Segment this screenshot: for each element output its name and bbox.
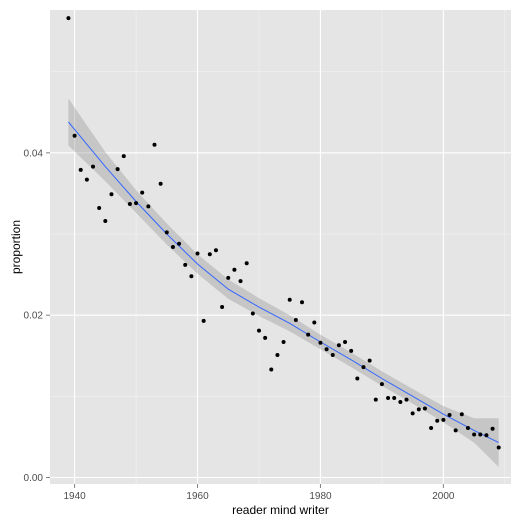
data-point (484, 433, 489, 438)
data-point (306, 332, 311, 337)
data-point (367, 358, 372, 363)
data-point (429, 425, 434, 430)
data-point (435, 418, 440, 423)
x-tick-label: 1960 (186, 491, 209, 502)
data-point (496, 445, 501, 450)
data-point (84, 177, 89, 182)
data-point (263, 335, 268, 340)
data-point (312, 320, 317, 325)
data-point (373, 397, 378, 402)
data-point (121, 154, 126, 159)
data-point (447, 413, 452, 418)
data-point (189, 274, 194, 279)
data-point (392, 395, 397, 400)
data-point (146, 204, 151, 209)
data-point (398, 400, 403, 405)
plot-panel (50, 10, 511, 484)
data-point (97, 206, 102, 211)
minor-grid (50, 10, 511, 484)
data-point (281, 339, 286, 344)
data-point (269, 367, 274, 372)
data-point (127, 201, 132, 206)
data-point (490, 426, 495, 431)
data-point (170, 245, 175, 249)
data-point (343, 339, 348, 344)
data-point (226, 275, 231, 280)
data-point (318, 340, 323, 345)
data-point (183, 262, 188, 267)
data-point (404, 397, 409, 402)
data-point (441, 417, 446, 422)
x-tick-label: 1940 (63, 491, 86, 502)
data-point (115, 167, 120, 172)
data-point (386, 395, 391, 400)
data-point (379, 382, 384, 387)
y-tick-label: 0.04 (24, 148, 44, 159)
data-point (250, 311, 255, 316)
y-tick-label: 0.02 (24, 311, 44, 322)
data-point (91, 164, 96, 169)
data-point (465, 425, 470, 430)
data-point (158, 181, 163, 186)
data-point (287, 297, 292, 302)
data-point (201, 318, 206, 323)
x-tick-label: 1980 (309, 491, 332, 502)
data-point (349, 348, 354, 353)
data-point (459, 412, 464, 417)
data-point (410, 411, 415, 416)
data-point (103, 219, 108, 224)
data-point (72, 133, 77, 138)
y-axis-title: proportion (9, 220, 23, 274)
data-point (66, 16, 71, 21)
data-point (220, 305, 225, 310)
data-point (256, 328, 261, 333)
data-point (140, 190, 145, 195)
x-axis-ticks: 1940 1960 1980 2000 (63, 484, 455, 502)
data-point (361, 365, 366, 370)
data-point (324, 347, 329, 352)
data-point (207, 252, 212, 257)
data-point (109, 192, 114, 197)
data-point (300, 300, 305, 305)
data-point (275, 352, 280, 357)
data-point (134, 201, 139, 206)
data-point (293, 318, 298, 323)
data-point (330, 352, 335, 357)
smooth-line (68, 121, 499, 444)
data-point (472, 432, 477, 437)
data-points (66, 16, 501, 450)
data-point (177, 241, 182, 246)
major-grid (50, 10, 511, 484)
data-point (213, 248, 218, 253)
x-tick-label: 2000 (432, 491, 455, 502)
x-axis-title: reader mind writer (232, 503, 329, 517)
data-point (152, 142, 157, 147)
data-point (453, 428, 458, 433)
data-point (416, 407, 421, 412)
data-point (238, 279, 243, 284)
data-point (195, 251, 200, 256)
data-point (336, 343, 341, 348)
data-point (78, 167, 83, 172)
data-point (478, 432, 483, 437)
data-point (244, 261, 249, 266)
data-point (422, 406, 427, 411)
data-point (164, 230, 169, 235)
data-point (232, 267, 237, 272)
data-point (355, 376, 360, 381)
y-tick-label: 0.00 (24, 473, 44, 484)
y-axis-ticks: 0.00 0.02 0.04 (24, 148, 50, 484)
